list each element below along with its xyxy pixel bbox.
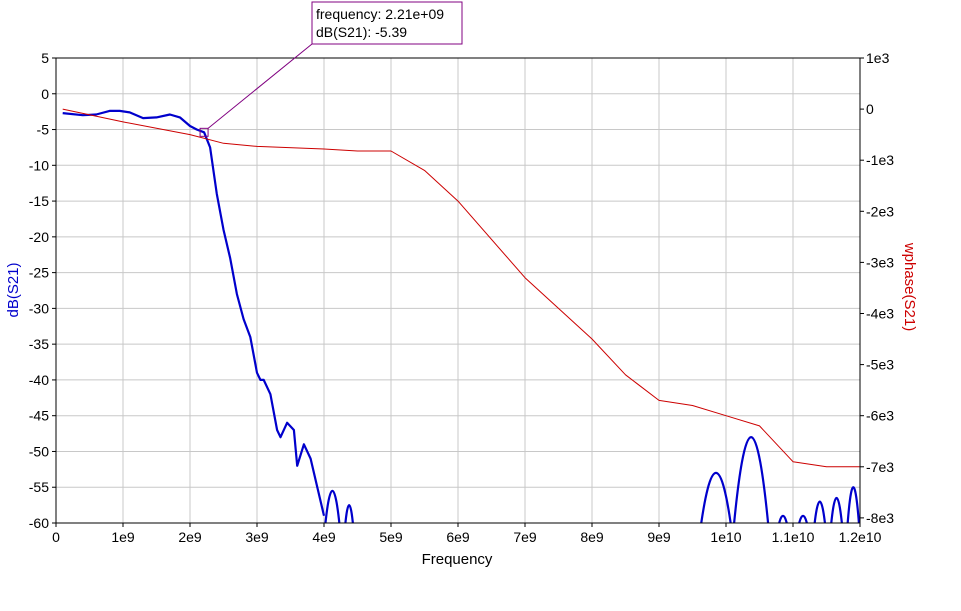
x-tick-label: 3e9 [245,529,269,545]
left-tick-label: 5 [41,50,49,66]
left-tick-label: -10 [29,157,49,173]
right-tick-label: -2e3 [866,203,894,219]
x-tick-label: 8e9 [580,529,604,545]
db-sidelobe [324,489,341,523]
x-tick-label: 7e9 [513,529,537,545]
x-tick-label: 4e9 [312,529,336,545]
right-tick-label: 0 [866,101,874,117]
right-axis-title: wphase(S21) [901,242,918,331]
right-tick-label: -1e3 [866,152,894,168]
x-axis-title: Frequency [422,551,493,568]
right-tick-label: -6e3 [866,408,894,424]
db-series-line [62,109,326,517]
left-tick-label: -30 [29,300,49,316]
left-tick-label: -45 [29,408,49,424]
left-tick-label: -20 [29,229,49,245]
marker-readout-line: dB(S21): -5.39 [316,24,407,40]
left-tick-label: -25 [29,265,49,281]
x-tick-label: 0 [52,529,60,545]
db-sidelobe [846,486,860,523]
x-tick-label: 2e9 [178,529,202,545]
right-tick-label: -5e3 [866,357,894,373]
marker-readout-box[interactable] [311,1,463,45]
db-sidelobe [778,515,788,523]
x-tick-label: 1.2e10 [839,529,882,545]
left-axis-title: dB(S21) [5,262,22,317]
x-tick-label: 1.1e10 [772,529,815,545]
marker-square[interactable] [199,127,209,137]
x-tick-label: 1e10 [710,529,741,545]
db-sidelobe [700,471,732,523]
left-tick-label: -55 [29,479,49,495]
right-tick-label: -3e3 [866,254,894,270]
marker-readout-line: frequency: 2.21e+09 [316,6,444,22]
x-tick-label: 6e9 [446,529,470,545]
x-tick-label: 9e9 [647,529,671,545]
right-tick-label: -8e3 [866,510,894,526]
db-sidelobe [798,515,808,523]
left-tick-label: -40 [29,372,49,388]
left-tick-label: -35 [29,336,49,352]
right-tick-label: -7e3 [866,459,894,475]
x-axis-ticks: 0 1e9 2e9 3e9 4e9 5e9 6e9 7e9 8e9 9e9 1e10 1.1e10 1.… [52,523,882,545]
right-tick-label: 1e3 [866,50,890,66]
db-sidelobe [813,500,827,523]
marker-annotation[interactable]: frequency: 2.21e+09 dB(S21): -5.39 [199,1,463,137]
left-tick-label: -15 [29,193,49,209]
left-tick-label: -5 [37,122,50,138]
db-sidelobe [344,504,354,523]
left-tick-label: 0 [41,86,49,102]
right-axis-ticks: 1e3 0 -1e3 -2e3 -3e3 -4e3 -5e3 -6e3 -7e3 -8e3 [860,50,894,526]
x-tick-label: 1e9 [111,529,135,545]
right-tick-label: -4e3 [866,305,894,321]
left-tick-label: -50 [29,443,49,459]
left-axis-ticks: 5 0 -5 -10 -15 -20 -25 -30 -35 -40 -45 -50 -55 -60 [29,50,56,531]
phase-series-line [62,108,860,468]
db-sidelobe [733,436,770,523]
plot-border [55,57,861,524]
marker-leader-line [207,43,313,129]
x-tick-label: 5e9 [379,529,403,545]
left-tick-label: -60 [29,515,49,531]
